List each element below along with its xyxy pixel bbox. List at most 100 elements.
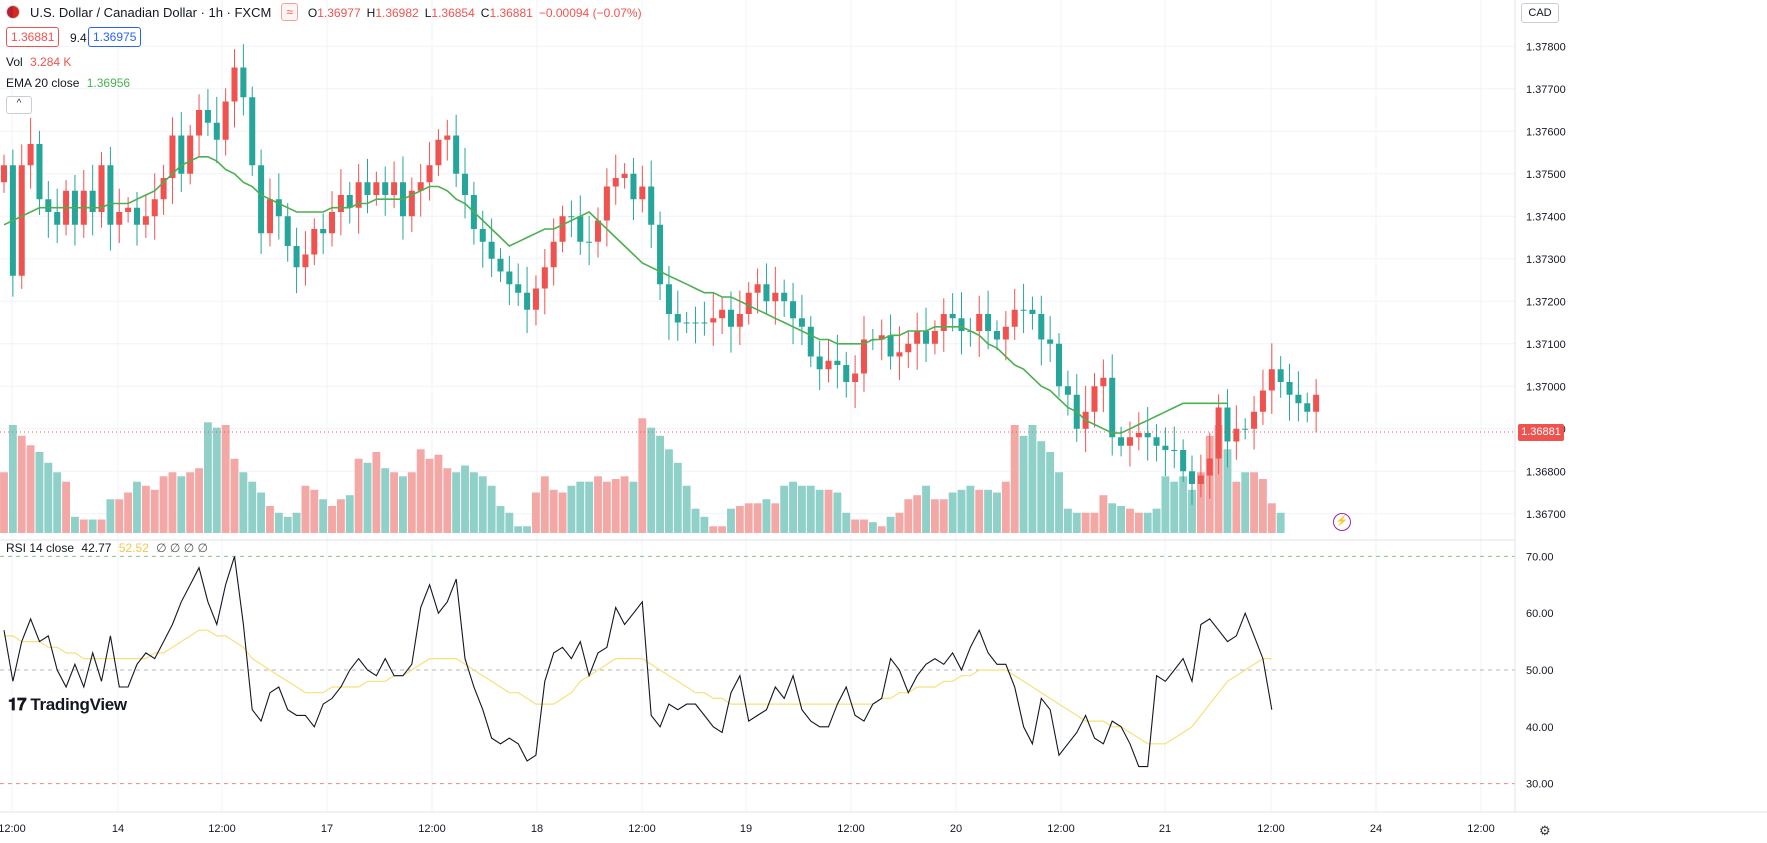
candle-body: [1091, 386, 1098, 412]
time-tick-label: 12:00: [1257, 823, 1285, 835]
volume-bar: [44, 462, 53, 533]
volume-bar: [922, 485, 930, 533]
volume-bar: [691, 508, 700, 533]
candle-body: [364, 182, 371, 195]
volume-legend[interactable]: Vol 3.284 K: [6, 55, 75, 69]
candle-body: [249, 97, 256, 166]
compare-chip[interactable]: ≈: [281, 3, 298, 21]
candle-body: [1162, 445, 1169, 450]
volume-bar: [124, 492, 133, 533]
sell-price-button[interactable]: 1.36881: [6, 27, 60, 47]
candle-body: [426, 165, 433, 183]
candle-body: [993, 331, 1000, 340]
volume-bar: [354, 458, 363, 533]
candle-body: [621, 173, 628, 178]
volume-bar: [638, 418, 647, 533]
lightning-icon[interactable]: ⚡: [1333, 513, 1351, 531]
candle-body: [178, 135, 185, 174]
currency-button[interactable]: CAD: [1521, 3, 1559, 23]
volume-bar: [895, 512, 904, 533]
candle-body: [1056, 343, 1063, 387]
volume-bar: [1063, 508, 1072, 533]
volume-bar: [1134, 512, 1143, 533]
candle-body: [692, 322, 699, 324]
volume-bar: [35, 452, 44, 533]
volume-bar: [487, 485, 496, 533]
volume-bar: [141, 485, 150, 533]
time-axis[interactable]: 12:00 14 12:00 17 12:00 18 12:00 19 12:00 20 12:00…: [0, 823, 1495, 835]
candle-body: [612, 178, 619, 187]
volume-bar: [1081, 512, 1090, 533]
candle-body: [275, 199, 282, 217]
high-label: H: [366, 5, 376, 20]
volume-bar: [833, 492, 842, 533]
price-tick-label: 1.36800: [1526, 466, 1566, 478]
candle-body: [435, 139, 442, 166]
candle-body: [213, 122, 220, 140]
price-tick-label: 1.37800: [1526, 41, 1566, 53]
volume-bar: [328, 506, 336, 533]
volume-bar: [540, 476, 549, 533]
candle-body: [1109, 377, 1116, 438]
candle-body: [98, 165, 105, 212]
volume-bar: [1072, 512, 1081, 533]
candle-body: [1064, 386, 1071, 395]
ema-polyline: [3, 156, 1228, 434]
price-tick-label: 1.37600: [1526, 126, 1566, 138]
price-tick-label: 1.37300: [1526, 254, 1566, 266]
volume-bar: [310, 489, 319, 533]
rsi-bands: [0, 555, 1515, 785]
volume-bar: [230, 458, 239, 533]
volume-bar: [1241, 472, 1250, 533]
candle-body: [1100, 377, 1107, 387]
candle-body: [187, 135, 194, 174]
time-tick-label: 12:00: [628, 823, 656, 835]
symbol-title[interactable]: U.S. Dollar / Canadian Dollar · 1h · FXC…: [30, 4, 272, 20]
volume-bar: [1046, 452, 1055, 533]
candle-body: [1153, 437, 1160, 446]
candle-body: [1259, 390, 1266, 412]
price-axis[interactable]: 1.37800 1.37700 1.37600 1.37500 1.37400 1.373…: [1526, 41, 1566, 521]
tradingview-logo-text: TradingView: [30, 695, 127, 714]
volume-bar: [221, 425, 230, 533]
candle-body: [940, 314, 947, 331]
candle-body: [293, 246, 300, 268]
volume-bar: [336, 499, 345, 533]
volume-bar: [79, 519, 88, 533]
buy-price-button[interactable]: 1.36975: [88, 27, 142, 47]
candle-body: [1171, 450, 1178, 451]
volume-bar: [753, 503, 762, 533]
settings-gear-icon[interactable]: ⚙: [1539, 823, 1551, 838]
volume-bar: [558, 492, 567, 533]
volume-bar: [177, 476, 186, 533]
ema-legend[interactable]: EMA 20 close 1.36956: [6, 76, 134, 90]
candle-body: [745, 292, 752, 314]
volume-bar: [1010, 425, 1019, 533]
candle-body: [630, 173, 637, 200]
volume-bar: [1037, 441, 1046, 533]
volume-bar: [248, 481, 257, 533]
collapse-legend-button[interactable]: ^: [6, 96, 32, 114]
candle-body: [89, 190, 96, 212]
time-tick-label: 12:00: [208, 823, 236, 835]
candle-body: [0, 165, 8, 183]
candle-body: [976, 314, 983, 331]
candle-body: [1011, 309, 1018, 327]
volume-bar: [363, 462, 372, 533]
volume-bar: [168, 472, 177, 533]
volume-bar: [948, 492, 957, 533]
volume-bar: [1152, 508, 1161, 533]
candlesticks: [0, 44, 1320, 505]
candle-body: [284, 216, 291, 246]
candle-body: [1047, 339, 1054, 344]
rsi-extra-values: ∅ ∅ ∅ ∅: [156, 541, 208, 555]
tradingview-logo[interactable]: 𝟏𝟕 TradingView: [8, 695, 127, 715]
rsi-legend[interactable]: RSI 14 close 42.77 52.52 ∅ ∅ ∅ ∅: [6, 541, 212, 555]
time-tick-label: 12:00: [0, 823, 26, 835]
candle-body: [355, 182, 362, 208]
volume-bar: [860, 519, 868, 533]
usd-cad-flag-icon: [6, 5, 20, 19]
rsi-axis[interactable]: 70.00 60.00 50.00 40.00 30.00: [1526, 551, 1554, 790]
rsi-tick-label: 60.00: [1526, 608, 1554, 620]
